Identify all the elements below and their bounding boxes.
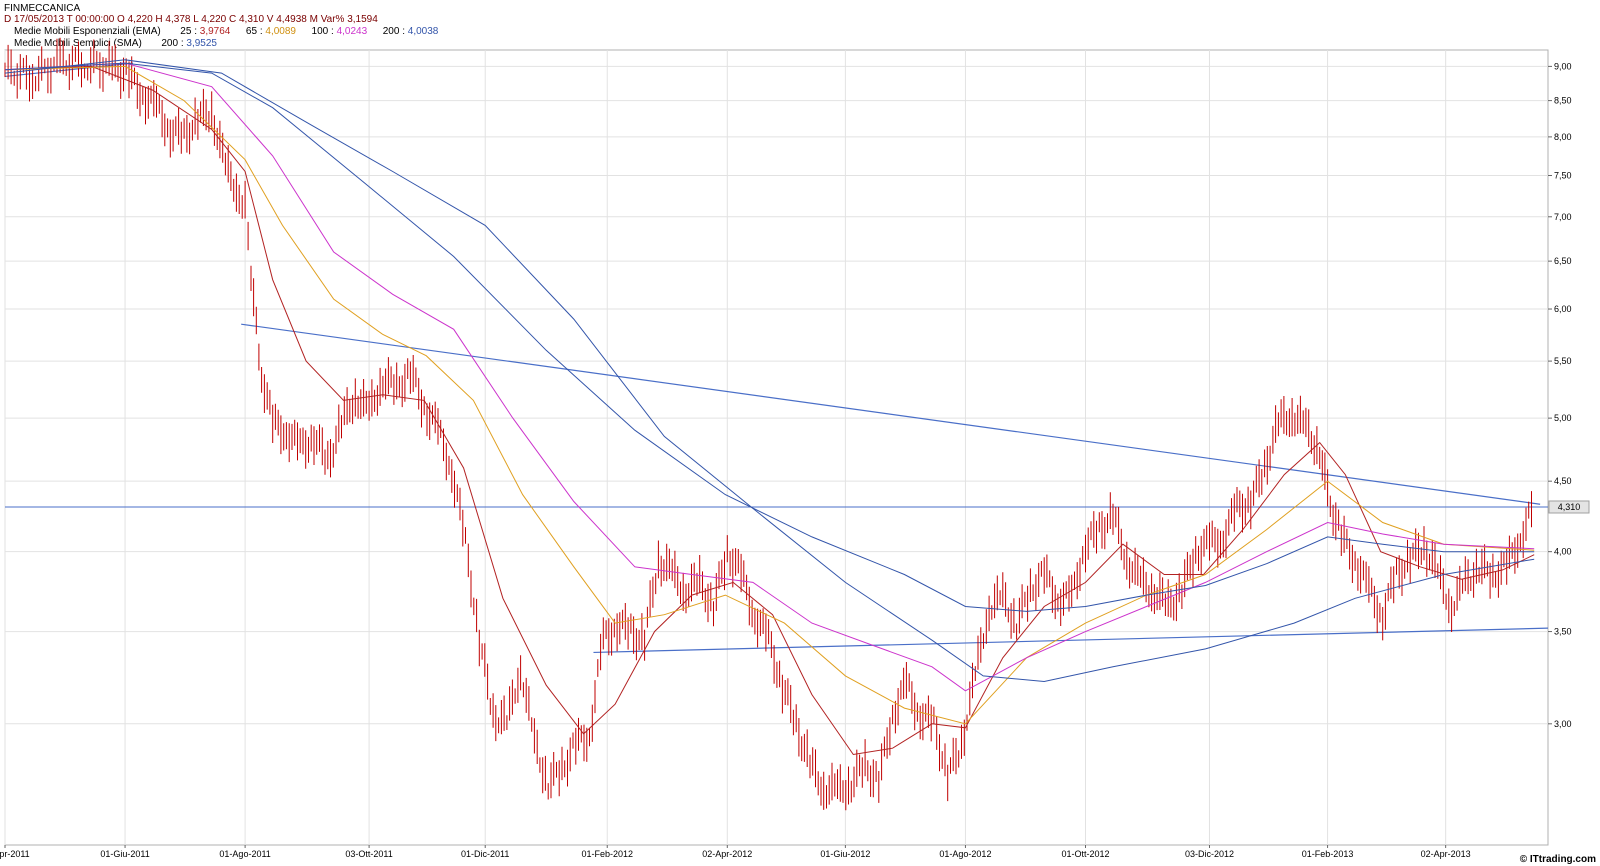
sma-200-value: 3,9525 (186, 38, 217, 49)
quote-line: D 17/05/2013 T 00:00:00 O 4,220 H 4,378 … (4, 14, 378, 25)
trendline (241, 323, 1541, 505)
y-tick-label: 7,00 (1554, 212, 1572, 222)
x-tick-label: 03-Ott-2011 (345, 849, 392, 859)
series-ema-200 (4, 62, 1535, 612)
last-price-label: 4,310 (1558, 502, 1581, 512)
y-tick-label: 8,00 (1554, 132, 1572, 142)
x-tick-label: 01-Ago-2011 (219, 849, 270, 859)
x-tick-label: 01-Feb-2012 (581, 849, 633, 859)
y-tick-label: 6,00 (1554, 304, 1572, 314)
sma-200-period: 200 : (161, 38, 184, 49)
chart-symbol: FINMECCANICA (4, 3, 81, 14)
trendline (593, 627, 1549, 654)
x-tick-label: 01-Ago-2012 (939, 849, 991, 859)
x-tick-label: 01-Ott-2012 (1061, 849, 1109, 859)
credit-label: © ITtrading.com (1520, 854, 1596, 865)
series-ema-25 (4, 65, 1535, 756)
ema-25-value: 3,9764 (199, 26, 231, 37)
y-tick-label: 3,00 (1554, 719, 1572, 729)
ema-100-value: 4,0243 (336, 26, 368, 37)
x-tick-label: 03-Dic-2012 (1185, 849, 1234, 859)
last-price-box (1548, 500, 1590, 514)
ema-65-period: 65 : (245, 26, 263, 37)
x-tick-label: 01-Giu-2012 (820, 849, 870, 859)
ema-legend-label: Medie Mobili Esponenziali (EMA) (14, 26, 161, 37)
sma-legend-label: Medie Mobili Semplici (SMA) (14, 38, 142, 49)
x-tick-label: 01-Feb-2013 (1302, 849, 1354, 859)
ema-25-period: 25 : (180, 26, 197, 37)
x-tick-label: 01-Dic-2011 (461, 849, 509, 859)
y-tick-label: 5,50 (1554, 356, 1572, 366)
ema-200-period: 200 : (382, 26, 405, 37)
series-sma-200 (4, 59, 1535, 683)
y-tick-label: 7,50 (1554, 170, 1572, 180)
ema-legend: Medie Mobili Esponenziali (EMA) 25 : 3,9… (14, 26, 438, 37)
x-tick-label: 01-Apr-2011 (0, 849, 30, 859)
series-ema-100 (4, 62, 1535, 692)
y-tick-label: 8,50 (1554, 96, 1572, 106)
ema-200-value: 4,0038 (407, 26, 439, 37)
x-tick-label: 02-Apr-2012 (702, 849, 752, 859)
y-tick-label: 4,50 (1554, 476, 1572, 486)
y-tick-label: 3,50 (1554, 627, 1572, 637)
price-bars (4, 37, 1532, 811)
ema-65-value: 4,0089 (265, 26, 296, 37)
y-tick-label: 4,00 (1554, 547, 1572, 557)
y-tick-label: 5,00 (1554, 413, 1572, 423)
y-tick-label: 9,00 (1554, 61, 1572, 71)
series-ema-65 (4, 65, 1535, 725)
y-tick-label: 6,50 (1554, 256, 1572, 266)
x-tick-label: 01-Giu-2011 (100, 849, 149, 859)
x-tick-label: 02-Apr-2013 (1421, 849, 1471, 859)
plot-area (4, 49, 1549, 846)
sma-legend: Medie Mobili Semplici (SMA) 200 : 3,9525 (14, 38, 217, 49)
ema-100-period: 100 : (311, 26, 334, 37)
